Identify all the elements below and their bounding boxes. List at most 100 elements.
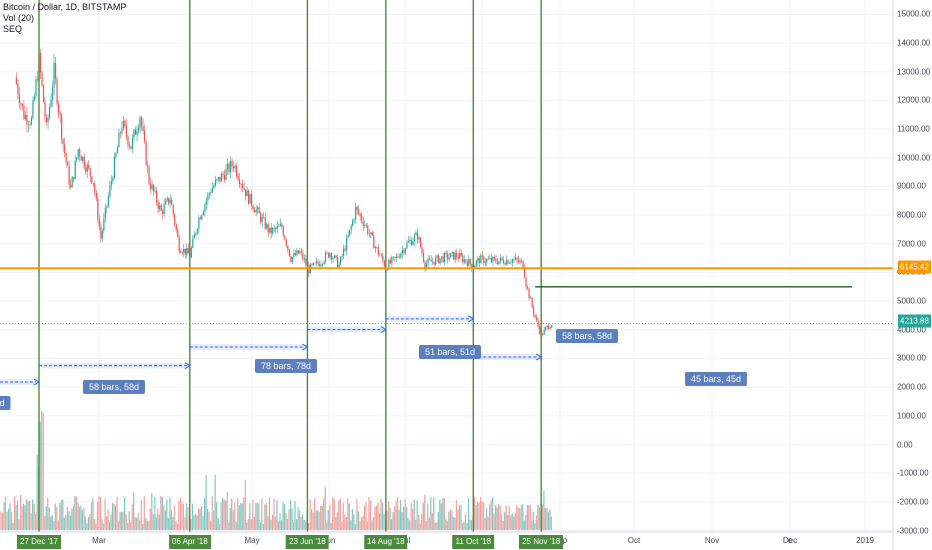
volume-bar bbox=[231, 498, 233, 530]
volume-bar bbox=[157, 508, 159, 530]
candle bbox=[92, 182, 94, 188]
measure-range[interactable] bbox=[307, 326, 387, 333]
time-axis-label: May bbox=[244, 536, 260, 545]
volume-bar bbox=[155, 517, 157, 530]
candle bbox=[528, 287, 530, 302]
candle bbox=[35, 76, 37, 99]
volume-bar bbox=[240, 503, 242, 530]
volume-bar bbox=[119, 511, 121, 530]
volume-bar bbox=[270, 519, 272, 530]
volume-bar bbox=[35, 514, 37, 530]
chart-legend: Bitcoin / Dollar, 1D, BITSTAMP Vol (20) … bbox=[3, 2, 126, 35]
symbol-title[interactable]: Bitcoin / Dollar, 1D, BITSTAMP bbox=[3, 2, 127, 12]
volume-bar bbox=[504, 512, 506, 530]
volume-bar bbox=[460, 504, 462, 530]
candle bbox=[172, 203, 174, 218]
price-axis-label: 10000.00 bbox=[897, 153, 931, 163]
candle bbox=[142, 118, 144, 134]
price-axis-label: -2000.00 bbox=[897, 497, 929, 507]
candle bbox=[18, 86, 20, 109]
volume-bar bbox=[389, 507, 391, 530]
candle bbox=[116, 145, 119, 154]
candle bbox=[356, 206, 358, 215]
candle bbox=[279, 218, 281, 227]
grid bbox=[0, 0, 893, 532]
candle bbox=[433, 261, 435, 268]
volume-bar bbox=[327, 510, 329, 530]
volume-bar bbox=[149, 508, 151, 530]
candle bbox=[361, 211, 363, 225]
measure-range[interactable] bbox=[39, 362, 191, 370]
volume-bar bbox=[143, 496, 145, 530]
volume-bar bbox=[470, 520, 473, 530]
candle bbox=[257, 205, 259, 215]
volume-bar bbox=[415, 519, 417, 530]
volume-bar bbox=[368, 496, 370, 530]
candle bbox=[436, 254, 438, 262]
volume-bar bbox=[348, 503, 350, 530]
volume-indicator-label[interactable]: Vol (20) bbox=[3, 13, 35, 23]
candle bbox=[153, 184, 155, 196]
volume-bar bbox=[333, 498, 335, 530]
volume-bar bbox=[140, 499, 142, 530]
candle bbox=[329, 252, 331, 261]
candle bbox=[160, 203, 162, 212]
candle bbox=[349, 229, 351, 238]
volume-bar bbox=[543, 490, 545, 530]
candle bbox=[332, 256, 334, 263]
candle bbox=[365, 223, 367, 229]
candle bbox=[146, 160, 149, 174]
measure-range[interactable] bbox=[473, 353, 543, 361]
date-tag: 27 Dec '17 bbox=[17, 535, 61, 549]
volume-bar bbox=[378, 513, 381, 530]
measure-range[interactable] bbox=[0, 378, 40, 386]
candle bbox=[397, 254, 399, 259]
volume-bar bbox=[261, 498, 263, 530]
volume-bar bbox=[549, 509, 551, 530]
measure-range[interactable] bbox=[385, 315, 475, 323]
volume-bar bbox=[520, 505, 522, 530]
volume-bar bbox=[390, 519, 393, 530]
candle bbox=[513, 255, 515, 263]
volume-bar bbox=[161, 496, 163, 530]
candle bbox=[195, 232, 197, 237]
volume-bar bbox=[208, 511, 210, 530]
volume-bar bbox=[393, 506, 396, 530]
candle bbox=[267, 222, 269, 238]
seq-indicator-label[interactable]: SEQ bbox=[3, 24, 23, 34]
candle bbox=[174, 213, 176, 228]
volume-bar bbox=[288, 509, 290, 530]
candle bbox=[71, 175, 73, 188]
volume-bar bbox=[374, 506, 376, 530]
volume-bar bbox=[464, 514, 467, 530]
volume-bar bbox=[449, 509, 451, 530]
candle bbox=[41, 70, 43, 88]
measure-label: d bbox=[0, 395, 11, 410]
candle bbox=[216, 178, 218, 184]
last-price-tag: 4213.88 bbox=[898, 314, 931, 328]
candle bbox=[124, 119, 126, 129]
volume-bar bbox=[89, 513, 91, 530]
candle bbox=[308, 262, 310, 278]
volume-bar bbox=[479, 497, 482, 530]
candle bbox=[374, 245, 376, 253]
volume-bar bbox=[371, 520, 373, 530]
volume-bar bbox=[490, 500, 492, 530]
volume-bar bbox=[170, 510, 173, 530]
volume-bar bbox=[437, 511, 439, 530]
candle bbox=[514, 253, 517, 261]
volume-bar bbox=[326, 522, 328, 530]
candle bbox=[450, 252, 452, 258]
candle bbox=[403, 247, 405, 256]
candle bbox=[326, 251, 328, 255]
volume-bar bbox=[430, 497, 432, 530]
candle bbox=[243, 182, 245, 190]
candle bbox=[347, 230, 349, 239]
candle bbox=[526, 285, 529, 291]
volume-bar bbox=[102, 523, 105, 530]
price-axis-label: 11000.00 bbox=[897, 124, 930, 134]
measure-range[interactable] bbox=[189, 343, 309, 351]
volume-bar bbox=[57, 520, 59, 530]
candle bbox=[297, 250, 299, 255]
